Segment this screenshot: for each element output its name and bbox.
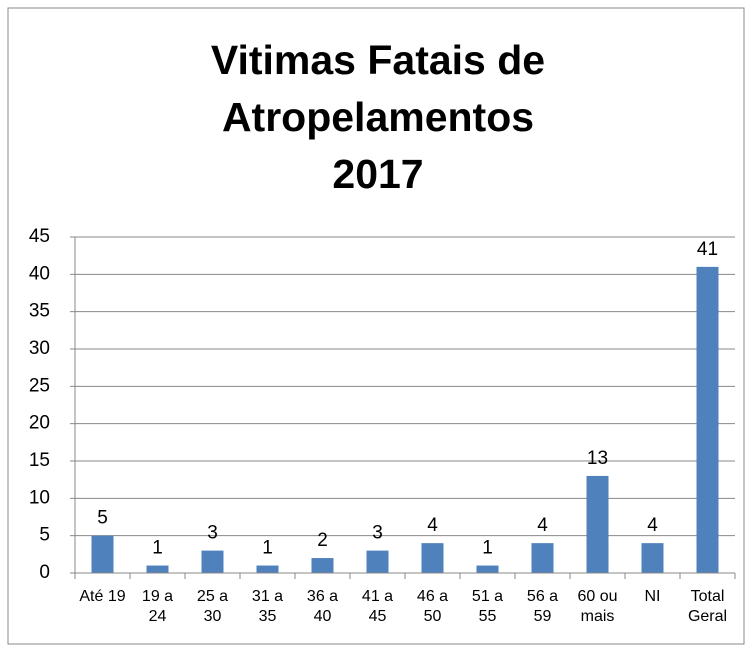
bar — [201, 550, 224, 573]
bar — [146, 565, 169, 573]
y-tick-label: 20 — [29, 413, 50, 434]
bar — [531, 543, 554, 573]
bar — [311, 558, 334, 573]
chart-title: Vitimas Fatais de — [211, 37, 545, 83]
y-tick-label: 45 — [29, 226, 50, 247]
x-tick-label: 19 a 24 — [141, 588, 174, 625]
value-label: 1 — [152, 538, 163, 559]
x-tick-label: 31 a 35 — [251, 588, 284, 625]
bar — [256, 565, 279, 573]
x-tick-label: 36 a 40 — [306, 588, 339, 625]
bar — [696, 266, 719, 573]
x-tick-label: 41 a 45 — [361, 588, 394, 625]
x-tick-label: 56 a 59 — [526, 588, 559, 625]
value-label: 41 — [697, 239, 718, 260]
value-label: 1 — [482, 538, 493, 559]
value-label: 4 — [427, 515, 438, 536]
x-tick-label: NI — [644, 588, 661, 605]
bar — [91, 535, 114, 573]
value-label: 1 — [262, 538, 273, 559]
value-label: 13 — [587, 448, 608, 469]
y-tick-label: 15 — [29, 450, 50, 471]
chart-title: 2017 — [332, 151, 423, 197]
x-tick-label: 25 a 30 — [196, 588, 229, 625]
chart-frame — [7, 7, 745, 645]
bar — [476, 565, 499, 573]
y-tick-label: 10 — [29, 487, 50, 508]
y-tick-label: 30 — [29, 338, 50, 359]
y-tick-label: 5 — [39, 525, 50, 546]
value-label: 3 — [372, 523, 383, 544]
y-tick-label: 25 — [29, 375, 50, 396]
x-tick-label: 46 a 50 — [416, 588, 449, 625]
x-tick-label: Até 19 — [79, 588, 126, 605]
y-tick-label: 0 — [39, 562, 50, 583]
x-tick-label: Total Geral — [687, 588, 728, 625]
chart-title: Atropelamentos — [222, 94, 534, 140]
value-label: 3 — [207, 523, 218, 544]
bar — [586, 475, 609, 573]
value-label: 4 — [647, 515, 658, 536]
bar — [421, 543, 444, 573]
bar — [366, 550, 389, 573]
value-label: 2 — [317, 530, 328, 551]
y-tick-label: 35 — [29, 301, 50, 322]
bar — [641, 543, 664, 573]
x-tick-label: 60 ou mais — [577, 588, 618, 625]
value-label: 5 — [97, 508, 108, 529]
y-tick-label: 40 — [29, 263, 50, 284]
value-label: 4 — [537, 515, 548, 536]
x-tick-label: 51 a 55 — [471, 588, 504, 625]
